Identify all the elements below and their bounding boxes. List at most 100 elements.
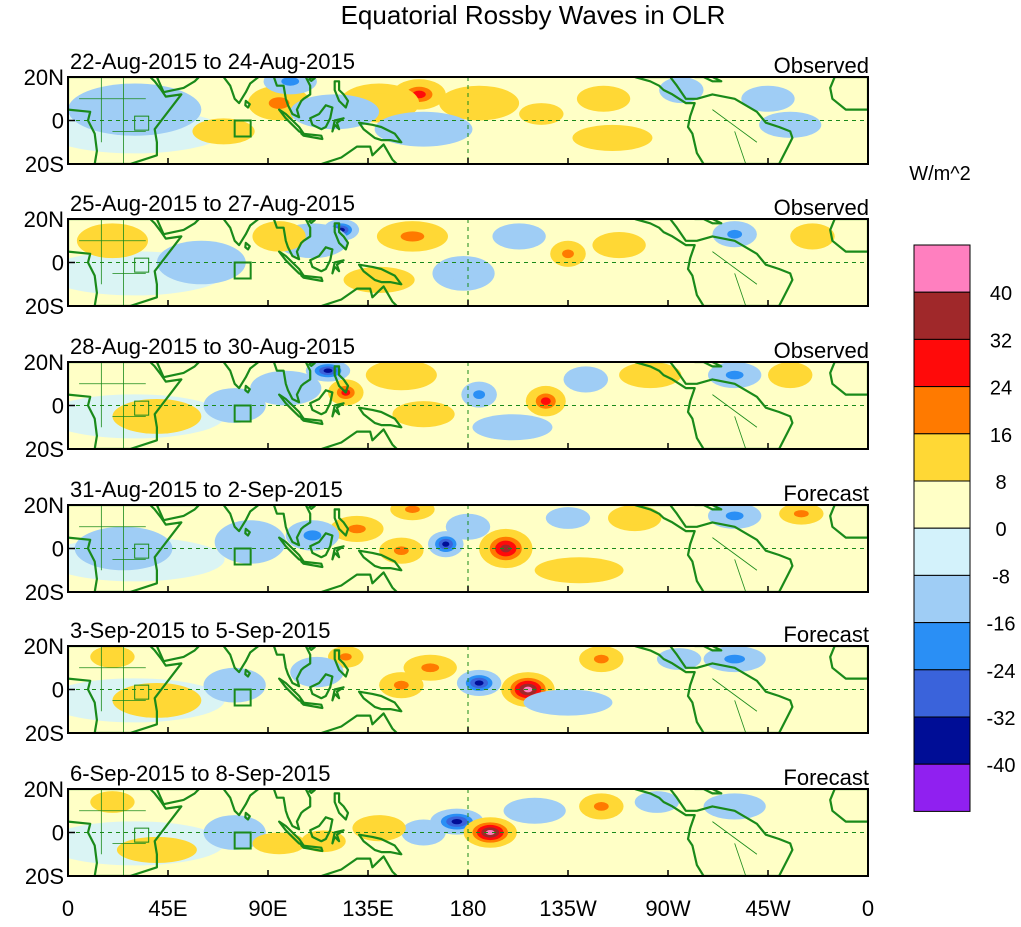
anomaly-contour (405, 505, 420, 513)
coastline (691, 362, 723, 368)
colorbar-label: 0 (995, 519, 1006, 541)
anomaly-contour (421, 663, 440, 673)
panel-1: 20N 0 20S 22-Aug-2015 to 24-Aug-2015 Observe… (24, 49, 869, 177)
anomaly-contour (473, 390, 486, 399)
country-border (712, 251, 758, 285)
olr-field (68, 646, 868, 733)
x-tick-label: 45E (148, 896, 187, 921)
colorbar-swatch (913, 433, 971, 482)
colorbar-swatch (913, 716, 971, 765)
x-axis: 0 45E 90E 135E 180 135W 90W 45W 0 (62, 896, 874, 921)
x-tick-label: 135E (342, 896, 393, 921)
olr-field (68, 77, 868, 164)
anomaly-contour (459, 94, 500, 112)
coastline (244, 811, 251, 821)
y-tick-label: 20N (24, 634, 64, 659)
anomaly-contour (474, 680, 484, 686)
anomaly-contour (400, 231, 425, 242)
x-tick-label: 0 (862, 896, 874, 921)
coastline (244, 384, 251, 394)
colorbar-swatch (913, 622, 971, 671)
coastline (633, 219, 794, 306)
coastline (829, 77, 868, 111)
coastline (829, 362, 868, 396)
anomaly-contour (485, 829, 495, 836)
panel-status-label: Forecast (783, 622, 869, 647)
country-border (734, 273, 747, 306)
y-tick-label: 20S (25, 580, 64, 605)
anomaly-contour (645, 796, 669, 808)
anomaly-contour (268, 379, 304, 397)
lake-outline (134, 684, 150, 700)
anomaly-contour (472, 414, 553, 441)
panel-5: 20N 0 20S 3-Sep-2015 to 5-Sep-2015 Forecast (24, 618, 869, 746)
panel-date-label: 22-Aug-2015 to 24-Aug-2015 (70, 49, 355, 74)
colorbar-label: 8 (995, 472, 1006, 494)
anomaly-contour (451, 819, 463, 825)
anomaly-contour (727, 229, 743, 239)
anomaly-contour (725, 370, 744, 380)
olr-field (68, 789, 868, 876)
country-border (734, 131, 747, 164)
olr-field (68, 219, 868, 306)
coastline (272, 77, 312, 119)
anomaly-contour (339, 653, 352, 661)
anomaly-contour (801, 229, 824, 243)
coastline (309, 673, 334, 700)
coastline (333, 222, 350, 251)
x-tick-label: 135W (539, 896, 597, 921)
anomaly-contour (725, 511, 744, 521)
country-border (734, 559, 747, 592)
panel-3: 20N 0 20S 28-Aug-2015 to 30-Aug-2015 Observe… (24, 334, 869, 462)
coastline (222, 77, 261, 105)
country-border (734, 700, 747, 733)
colorbar-units-label: W/m^2 (909, 163, 971, 185)
coastline (333, 80, 350, 109)
coastline (155, 505, 201, 522)
coastline (244, 527, 251, 537)
coastline (68, 505, 183, 592)
anomaly-contour (348, 524, 366, 534)
country-border (712, 678, 758, 712)
coastline (68, 219, 183, 306)
coastline (358, 690, 403, 713)
country-border (712, 394, 758, 428)
island-outline (233, 831, 252, 850)
panel-date-label: 3-Sep-2015 to 5-Sep-2015 (70, 618, 331, 643)
anomaly-contour (156, 240, 246, 285)
coastline (309, 532, 334, 559)
x-tick-label: 180 (450, 896, 487, 921)
anomaly-contour (793, 510, 809, 518)
anomaly-contour (593, 654, 609, 664)
coastline (309, 816, 334, 843)
anomaly-contour (456, 520, 480, 534)
coastline (155, 77, 201, 94)
colorbar-label: -40 (987, 755, 1016, 777)
anomaly-contour (562, 249, 574, 259)
colorbar-swatch (913, 574, 971, 624)
colorbar-swatch (913, 338, 971, 388)
panel-status-label: Forecast (783, 765, 869, 790)
coastline (633, 789, 794, 876)
island-outline (233, 119, 252, 138)
anomaly-contour (268, 97, 290, 109)
anomaly-contour (670, 83, 693, 97)
y-tick-label: 20N (24, 350, 64, 375)
anomaly-contour (312, 103, 357, 121)
coastline (222, 646, 261, 674)
y-tick-label: 20S (25, 721, 64, 746)
anomaly-contour (605, 238, 633, 252)
y-tick-label: 0 (52, 678, 64, 703)
coastline (68, 646, 183, 733)
colorbar-label: -32 (987, 708, 1016, 730)
coastline (691, 219, 723, 225)
anomaly-contour (393, 546, 409, 556)
coastline (300, 417, 324, 426)
coastline (278, 250, 305, 277)
anomaly-contour (574, 372, 597, 386)
coastline (272, 646, 312, 688)
colorbar-label: -24 (987, 661, 1016, 683)
coastline (320, 855, 398, 876)
coastline (691, 77, 723, 83)
